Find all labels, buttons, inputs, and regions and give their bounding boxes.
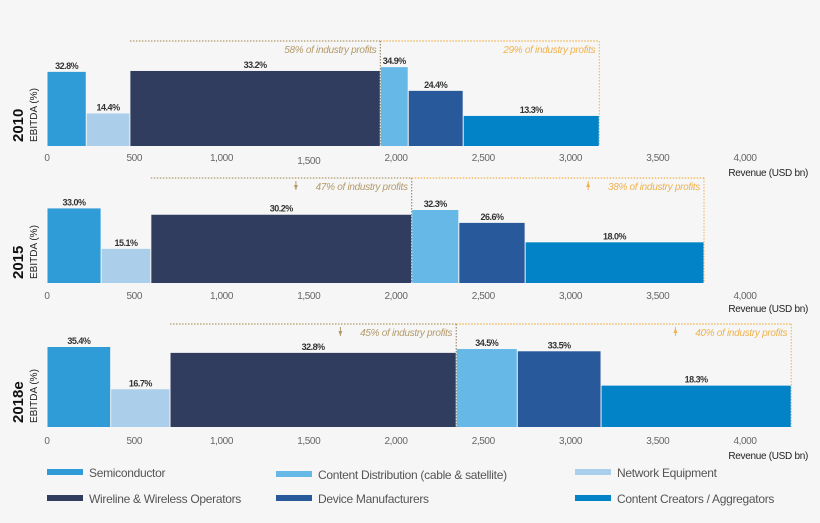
- annotation-label: 38% of industry profits: [608, 182, 700, 193]
- x-tick-label: 2,500: [472, 291, 496, 302]
- panel-year: 2010: [10, 109, 27, 142]
- legend-label: Semiconductor: [89, 466, 165, 480]
- bar-semi: [47, 346, 111, 427]
- annotation-label: 29% of industry profits: [502, 45, 595, 56]
- data-label: 30.2%: [270, 204, 294, 214]
- data-label: 35.4%: [67, 336, 91, 346]
- arrow-up-icon: [586, 182, 591, 187]
- x-tick-label: 1,500: [297, 156, 321, 167]
- x-tick-label: 2,500: [472, 153, 496, 164]
- x-tick-label: 3,500: [646, 153, 670, 164]
- annotation-label: 40% of industry profits: [695, 328, 787, 339]
- x-tick-label: 2,000: [384, 291, 408, 302]
- bar-cc: [463, 115, 599, 146]
- y-axis-label: EBITDA (%): [29, 369, 40, 423]
- data-label: 34.9%: [383, 56, 407, 66]
- legend-label: Wireline & Wireless Operators: [89, 492, 241, 506]
- annotation-label: 45% of industry profits: [360, 328, 452, 339]
- x-tick-label: 3,500: [646, 436, 670, 447]
- annotation-label: 47% of industry profits: [316, 182, 408, 193]
- x-tick-label: 0: [44, 436, 50, 447]
- x-tick-label: 3,000: [559, 153, 583, 164]
- x-tick-label: 500: [127, 291, 143, 302]
- x-axis-label: Revenue (USD bn): [728, 168, 808, 179]
- x-tick-label: 3,000: [559, 436, 583, 447]
- data-label: 34.5%: [475, 338, 499, 348]
- bar-semi: [47, 208, 101, 283]
- panel-year: 2015: [10, 246, 27, 279]
- legend-label: Network Equipment: [617, 466, 718, 480]
- x-tick-label: 4,000: [733, 153, 757, 164]
- data-label: 15.1%: [114, 238, 138, 248]
- bar-cc: [525, 242, 704, 283]
- x-tick-label: 4,000: [733, 291, 757, 302]
- legend-label: Content Creators / Aggregators: [617, 492, 774, 506]
- bar-semi: [47, 71, 86, 146]
- data-label: 32.8%: [55, 61, 79, 71]
- x-tick-label: 500: [127, 436, 143, 447]
- x-tick-label: 2,500: [472, 436, 496, 447]
- arrow-down-icon: [293, 185, 298, 190]
- x-tick-label: 1,500: [297, 436, 321, 447]
- legend-swatch-semi: [47, 469, 83, 475]
- bar-cc: [601, 385, 791, 427]
- x-tick-label: 0: [44, 153, 50, 164]
- x-tick-label: 2,000: [384, 153, 408, 164]
- bar-net: [101, 248, 151, 283]
- legend-label: Content Distribution (cable & satellite): [318, 468, 507, 482]
- arrow-down-icon: [338, 331, 343, 336]
- bar-net: [86, 113, 130, 146]
- legend-swatch-wire: [47, 495, 83, 501]
- data-label: 26.6%: [480, 212, 504, 222]
- bar-wire: [170, 352, 456, 427]
- data-label: 13.3%: [520, 105, 544, 115]
- legend-swatch-dev: [276, 495, 312, 501]
- data-label: 33.5%: [548, 340, 572, 350]
- legend-swatch-cd: [276, 471, 312, 477]
- annotation-label: 58% of industry profits: [284, 45, 376, 56]
- x-tick-label: 2,000: [384, 436, 408, 447]
- x-tick-label: 3,500: [646, 291, 670, 302]
- bar-cd: [380, 67, 408, 146]
- x-axis-label: Revenue (USD bn): [728, 451, 808, 462]
- data-label: 33.2%: [244, 60, 268, 70]
- data-label: 32.8%: [302, 342, 326, 352]
- arrow-up-icon: [673, 328, 678, 333]
- bar-wire: [130, 70, 380, 146]
- data-label: 18.0%: [603, 231, 627, 241]
- legend-swatch-cc: [575, 495, 611, 501]
- x-tick-label: 0: [44, 291, 50, 302]
- x-tick-label: 1,000: [210, 291, 234, 302]
- x-tick-label: 1,000: [210, 153, 234, 164]
- x-tick-label: 3,000: [559, 291, 583, 302]
- x-tick-label: 4,000: [733, 436, 757, 447]
- data-label: 33.0%: [63, 197, 87, 207]
- x-tick-label: 1,500: [297, 291, 321, 302]
- y-axis-label: EBITDA (%): [29, 225, 40, 279]
- bar-dev: [517, 351, 601, 427]
- panel-year: 2018e: [10, 381, 27, 423]
- data-label: 18.3%: [685, 375, 709, 385]
- x-axis-label: Revenue (USD bn): [728, 304, 808, 315]
- bar-net: [111, 389, 170, 427]
- bar-cd: [456, 349, 517, 427]
- bar-dev: [459, 222, 525, 283]
- y-axis-label: EBITDA (%): [29, 88, 40, 142]
- x-tick-label: 500: [127, 153, 143, 164]
- data-label: 32.3%: [424, 199, 448, 209]
- legend-label: Device Manufacturers: [318, 492, 429, 506]
- legend-swatch-net: [575, 469, 611, 475]
- data-label: 16.7%: [129, 378, 153, 388]
- data-label: 14.4%: [97, 102, 121, 112]
- data-label: 24.4%: [424, 80, 448, 90]
- bar-dev: [408, 90, 463, 146]
- x-tick-label: 1,000: [210, 436, 234, 447]
- bar-cd: [412, 210, 459, 283]
- bar-wire: [151, 214, 412, 283]
